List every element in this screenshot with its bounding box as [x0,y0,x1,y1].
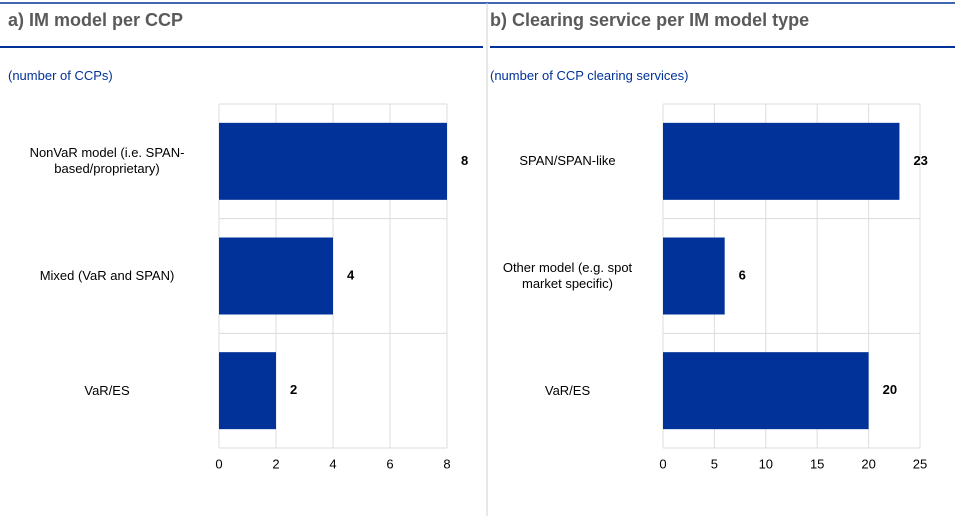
panel-subtitle: (number of CCP clearing services) [490,68,689,83]
x-tick-label: 4 [329,456,336,471]
panel-subtitle: (number of CCPs) [8,68,113,83]
x-tick-label: 10 [759,456,773,471]
value-label: 23 [913,153,927,168]
x-tick-label: 2 [272,456,279,471]
x-tick-label: 6 [386,456,393,471]
panel-title: b) Clearing service per IM model type [490,10,810,30]
value-label: 8 [461,153,468,168]
category-label: NonVaR model (i.e. SPAN-based/proprietar… [29,145,185,177]
value-label: 6 [739,267,746,282]
category-label: Mixed (VaR and SPAN) [39,268,175,283]
x-tick-label: 8 [443,456,450,471]
bar [219,122,447,200]
category-label: VaR/ES [84,382,130,398]
x-tick-label: 0 [659,456,666,471]
bar [219,352,276,430]
x-tick-label: 0 [215,456,222,471]
x-tick-label: 5 [711,456,718,471]
value-label: 2 [290,382,297,397]
category-label: Other model (e.g. spot market specific) [502,260,633,291]
category-label: SPAN/SPAN-like [519,153,616,169]
x-tick-label: 25 [913,456,927,471]
bar [663,352,869,430]
bar [663,122,900,200]
value-label: 4 [347,267,355,282]
panel-title: a) IM model per CCP [8,10,184,30]
value-label: 20 [883,382,897,397]
bar [663,237,725,315]
x-tick-label: 20 [861,456,875,471]
bar [219,237,333,315]
category-label: VaR/ES [544,382,591,398]
x-tick-label: 15 [810,456,824,471]
